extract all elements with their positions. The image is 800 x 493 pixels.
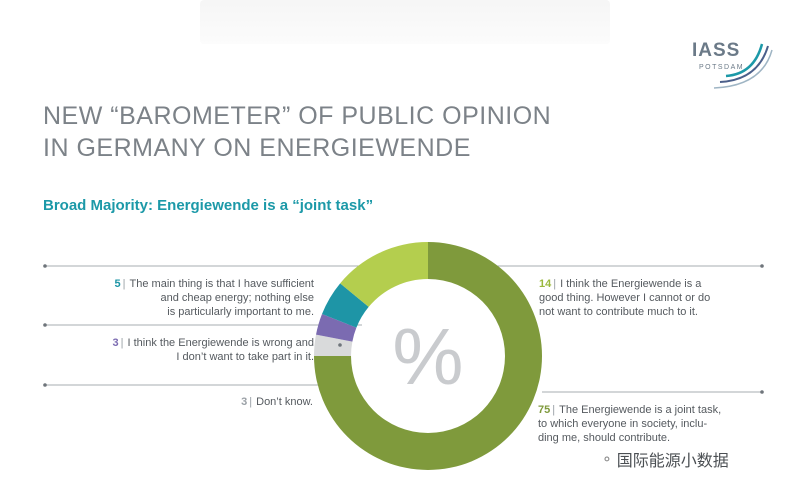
- annotation-75-value: 75: [538, 404, 551, 416]
- logo-wave-icon: [713, 43, 773, 89]
- slice-joint-task: [314, 242, 542, 470]
- leader-dot: [43, 323, 47, 327]
- annotation-5-line-3: is particularly important to me.: [167, 306, 314, 318]
- annotation-5-value: 5: [114, 278, 121, 290]
- annotation-5: 5 | The main thing is that I have sufficie…: [114, 278, 314, 318]
- annotation-14-line-2: good thing. However I cannot or do: [539, 292, 711, 304]
- title-line-1: NEW “BAROMETER” OF PUBLIC OPINION: [43, 102, 552, 130]
- annotation-3-dontknow-value: 3: [241, 396, 248, 408]
- logo-subtitle: POTSDAM: [699, 64, 745, 71]
- iass-logo: IASS POTSDAM: [692, 36, 774, 92]
- chart-subtitle: Broad Majority: Energiewende is a “joint…: [43, 197, 374, 214]
- annotation-5-line-2: and cheap energy; nothing else: [160, 292, 314, 304]
- watermark: ⚬ 国际能源小数据: [601, 447, 729, 471]
- leader-dot: [760, 390, 764, 394]
- annotation-3-wrong-value: 3: [112, 337, 119, 349]
- annotation-14-value: 14: [539, 278, 552, 290]
- annotation-75: 75 | The Energiewende is a joint task, to …: [538, 404, 722, 444]
- page-title: NEW “BAROMETER” OF PUBLIC OPINION IN GER…: [43, 100, 603, 164]
- annotation-14-line-1: I think the Energiewende is a: [560, 278, 702, 290]
- center-percent-symbol: %: [392, 312, 463, 401]
- annotation-75-line-3: ding me, should contribute.: [538, 432, 671, 444]
- leader-dot: [43, 264, 47, 268]
- annotation-14: 14 | I think the Energiewende is a good th…: [539, 278, 711, 318]
- annotation-5-line-1: The main thing is that I have sufficient: [129, 278, 314, 290]
- leader-dot: [43, 383, 47, 387]
- slice-wrong: [316, 314, 357, 342]
- watermark-text: 国际能源小数据: [616, 453, 729, 470]
- annotation-3-dontknow-line-1: Don’t know.: [256, 396, 313, 408]
- leader-dot: [338, 343, 342, 347]
- annotation-75-line-2: to which everyone in society, inclu-: [538, 418, 708, 430]
- annotation-3-wrong-line-2: I don’t want to take part in it.: [176, 351, 314, 363]
- slice-cheap-energy: [322, 283, 369, 328]
- leader-dot: [760, 264, 764, 268]
- annotation-14-line-3: not want to contribute much to it.: [539, 306, 698, 318]
- title-line-2: IN GERMANY ON ENERGIEWENDE: [43, 134, 471, 162]
- faded-banner: [200, 0, 610, 44]
- logo-wordmark: IASS: [692, 40, 741, 61]
- slice-dont-know: [314, 334, 353, 356]
- annotation-3-wrong: 3 | I think the Energiewende is wrong and …: [112, 337, 315, 363]
- slice-good-thing: [340, 242, 428, 307]
- annotation-75-line-1: The Energiewende is a joint task,: [559, 404, 722, 416]
- annotation-3-wrong-line-1: I think the Energiewende is wrong and: [127, 337, 314, 349]
- wechat-icon: ⚬: [601, 450, 613, 467]
- annotation-3-dontknow: 3 | Don’t know.: [241, 396, 313, 408]
